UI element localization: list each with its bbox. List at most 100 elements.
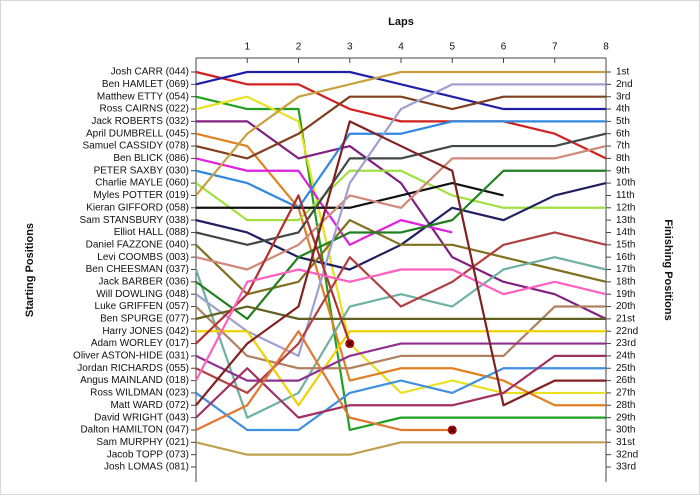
start-label: Jack ROBERTS (032) xyxy=(91,116,189,127)
position-line xyxy=(196,181,504,209)
finish-label: 20th xyxy=(616,301,635,312)
start-label: Jordan RICHARDS (055) xyxy=(77,363,189,374)
finish-label: 7th xyxy=(616,141,630,152)
start-label: Matthew ETTY (054) xyxy=(97,91,189,102)
finish-label: 30th xyxy=(616,425,635,436)
x-tick-label: 1 xyxy=(244,42,250,53)
position-line xyxy=(195,70,606,111)
x-tick-label: 7 xyxy=(552,42,558,53)
x-tick-label: 2 xyxy=(296,42,302,53)
x-axis-title: Laps xyxy=(388,16,414,28)
position-line xyxy=(195,268,607,382)
position-line xyxy=(195,120,606,407)
x-tick-label: 8 xyxy=(603,42,609,53)
finish-label: 1st xyxy=(616,67,630,78)
finish-label: 18th xyxy=(616,276,635,287)
start-label: Jack BARBER (036) xyxy=(98,276,189,287)
finish-label: 9th xyxy=(616,165,630,176)
start-label: Daniel FAZZONE (040) xyxy=(86,239,189,250)
finish-label: 12th xyxy=(616,202,635,213)
finish-label: 24th xyxy=(616,351,635,362)
position-line xyxy=(195,95,606,395)
start-label: Charlie MAYLE (060) xyxy=(95,178,189,189)
finish-label: 29th xyxy=(616,412,635,423)
position-line xyxy=(195,120,606,209)
position-line xyxy=(195,169,606,222)
position-line xyxy=(195,194,351,345)
retired-marker xyxy=(346,339,354,348)
start-label: Angus MAINLAND (018) xyxy=(80,375,189,386)
position-line xyxy=(195,70,607,160)
finish-label: 26th xyxy=(616,375,635,386)
start-label: Sam MURPHY (021) xyxy=(96,437,189,448)
finish-label: 22nd xyxy=(616,326,638,337)
finish-label: 16th xyxy=(616,252,635,263)
finish-label: 14th xyxy=(616,227,635,238)
start-label: David WRIGHT (043) xyxy=(94,412,189,423)
x-tick-label: 5 xyxy=(449,42,455,53)
finish-label: 13th xyxy=(616,215,635,226)
position-line xyxy=(195,305,606,320)
position-line xyxy=(195,132,607,246)
start-label: Sam STANSBURY (038) xyxy=(80,215,189,226)
x-tick-label: 3 xyxy=(347,42,353,53)
start-label: Ben CHEESMAN (037) xyxy=(86,264,189,275)
position-line xyxy=(195,305,606,370)
start-label: Josh LOMAS (081) xyxy=(104,462,189,473)
finish-label: 23rd xyxy=(616,338,636,349)
start-label: Oliver ASTON-HIDE (031) xyxy=(73,351,189,362)
retired-marker xyxy=(448,426,456,434)
start-label: Will DOWLING (048) xyxy=(96,289,189,300)
start-label: Samuel CASSIDY (078) xyxy=(82,141,189,152)
start-label: Dalton HAMILTON (047) xyxy=(80,425,189,436)
position-line xyxy=(195,330,453,432)
start-label: Luke GRIFFEN (057) xyxy=(95,301,189,312)
position-line xyxy=(195,169,606,320)
position-line xyxy=(194,256,607,419)
start-label: Kieran GIFFORD (058) xyxy=(86,202,189,213)
finish-label: 31st xyxy=(616,437,635,448)
finish-label: 21st xyxy=(616,314,635,325)
finish-label: 33rd xyxy=(616,462,636,473)
finish-label: 2nd xyxy=(616,79,633,90)
finish-label: 15th xyxy=(616,239,635,250)
position-line xyxy=(195,231,607,395)
position-line xyxy=(196,120,607,320)
start-label: Ben HAMLET (069) xyxy=(102,79,189,90)
position-line xyxy=(195,441,606,456)
finish-label: 19th xyxy=(616,289,635,300)
finish-label: 8th xyxy=(616,153,630,164)
position-line xyxy=(195,70,606,197)
finish-label: 28th xyxy=(616,400,635,411)
start-label: April DUMBRELL (045) xyxy=(86,128,189,139)
start-label: Ben SPURGE (077) xyxy=(100,314,189,325)
finish-label: 27th xyxy=(616,388,635,399)
position-line xyxy=(195,132,606,407)
start-label: Jacob TOPP (073) xyxy=(107,449,189,460)
start-label: Adam WORLEY (017) xyxy=(91,338,189,349)
x-tick-label: 6 xyxy=(501,42,507,53)
finish-label: 32nd xyxy=(616,449,638,460)
finish-label: 25th xyxy=(616,363,635,374)
position-line xyxy=(196,330,606,407)
position-line xyxy=(195,95,606,432)
start-label: Ben BLICK (086) xyxy=(113,153,189,164)
finish-label: 5th xyxy=(616,116,630,127)
start-label: Myles POTTER (019) xyxy=(93,190,189,201)
finish-label: 3rd xyxy=(616,91,630,102)
y2-axis-title: Finishing Positions xyxy=(662,219,674,320)
start-label: Elliot HALL (088) xyxy=(114,227,189,238)
start-label: Harry JONES (042) xyxy=(102,326,189,337)
start-label: Ross WILDMAN (023) xyxy=(90,388,189,399)
y-axis-title: Starting Positions xyxy=(24,223,36,317)
start-label: Levi COOMBS (003) xyxy=(97,252,189,263)
position-line xyxy=(195,219,607,296)
finish-label: 10th xyxy=(616,178,635,189)
finish-label: 6th xyxy=(616,128,630,139)
x-tick-label: 4 xyxy=(398,42,404,53)
finish-label: 4th xyxy=(616,104,630,115)
start-label: Ross CAIRNS (022) xyxy=(100,104,189,115)
start-label: Matt WARD (072) xyxy=(110,400,189,411)
position-line xyxy=(195,83,606,358)
